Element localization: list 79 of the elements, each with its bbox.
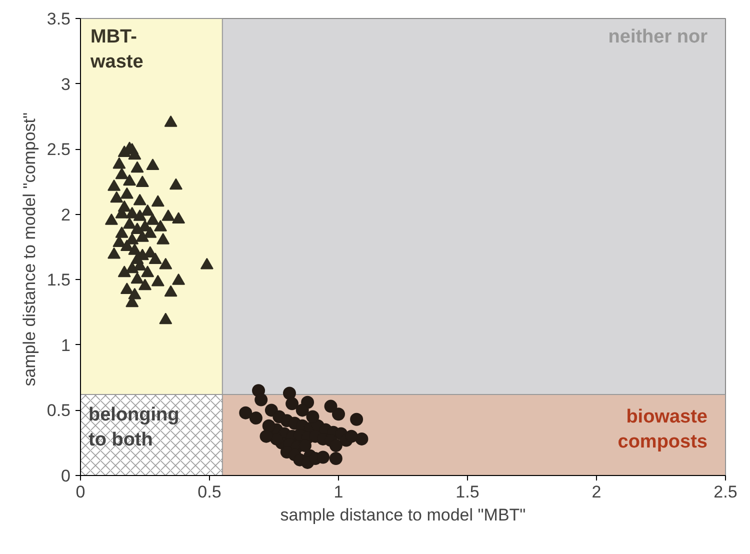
point xyxy=(159,312,172,324)
point xyxy=(156,233,170,244)
point xyxy=(169,178,182,190)
point xyxy=(306,410,320,424)
point xyxy=(239,406,252,420)
point xyxy=(118,266,131,278)
point xyxy=(329,452,342,466)
point xyxy=(159,258,172,270)
point xyxy=(144,226,157,238)
band-label: biowaste composts xyxy=(618,406,708,453)
point xyxy=(130,252,144,264)
point xyxy=(162,210,175,221)
point xyxy=(151,274,164,286)
annotation: belonging to both xyxy=(88,404,180,451)
x-tick-label: 1 xyxy=(334,482,344,502)
point xyxy=(164,285,178,297)
point xyxy=(146,213,160,225)
y-tick-label: 2 xyxy=(61,205,71,224)
x-tick-label: 0 xyxy=(76,482,86,502)
point xyxy=(148,252,162,264)
point xyxy=(112,236,126,248)
point xyxy=(112,157,126,169)
point xyxy=(128,243,142,255)
point xyxy=(282,386,296,400)
y-tick-label: 2.5 xyxy=(46,140,71,160)
point xyxy=(172,212,186,224)
x-axis-title: sample distance to model "MBT" xyxy=(280,506,526,524)
point xyxy=(141,204,154,216)
point xyxy=(350,412,364,426)
y-tick-label: 1.5 xyxy=(46,270,71,290)
point xyxy=(108,180,121,191)
band-label: MBT- waste xyxy=(90,26,144,73)
x-tick-label: 1.5 xyxy=(456,482,480,502)
point xyxy=(316,450,330,464)
point xyxy=(133,210,146,221)
point xyxy=(120,187,134,199)
point xyxy=(254,393,268,406)
point xyxy=(133,194,146,206)
point xyxy=(138,278,152,290)
point xyxy=(249,412,262,425)
x-tick-label: 0.5 xyxy=(198,482,222,502)
y-tick-label: 3 xyxy=(61,74,71,94)
point xyxy=(141,266,154,278)
point xyxy=(104,213,118,225)
y-tick-label: 1 xyxy=(61,336,71,355)
point xyxy=(286,397,299,410)
x-tick-label: 2 xyxy=(592,482,602,502)
point xyxy=(154,220,167,232)
point xyxy=(128,288,142,300)
point xyxy=(329,438,342,452)
point xyxy=(324,400,338,413)
y-tick-label: 0 xyxy=(61,466,71,486)
point xyxy=(146,158,160,170)
point xyxy=(136,176,149,187)
point xyxy=(110,191,124,203)
point xyxy=(120,282,134,294)
point xyxy=(136,230,149,242)
point xyxy=(164,116,178,127)
annotation: neither nor xyxy=(608,26,708,48)
point xyxy=(123,174,136,186)
point xyxy=(262,419,276,432)
point xyxy=(130,161,144,173)
point xyxy=(355,432,368,446)
point xyxy=(130,272,144,284)
point xyxy=(296,404,309,417)
point xyxy=(108,247,121,259)
point xyxy=(115,226,128,238)
point xyxy=(123,217,136,229)
point xyxy=(126,233,139,244)
y-axis-title: sample distance to model "compost" xyxy=(20,112,39,386)
point xyxy=(115,168,128,180)
point xyxy=(172,274,186,285)
point xyxy=(332,408,345,421)
point xyxy=(200,258,214,270)
y-tick-label: 3.5 xyxy=(46,10,71,28)
point xyxy=(151,195,164,207)
y-tick-label: 0.5 xyxy=(46,401,71,420)
point xyxy=(260,430,273,443)
x-tick-label: 2.5 xyxy=(714,482,738,502)
